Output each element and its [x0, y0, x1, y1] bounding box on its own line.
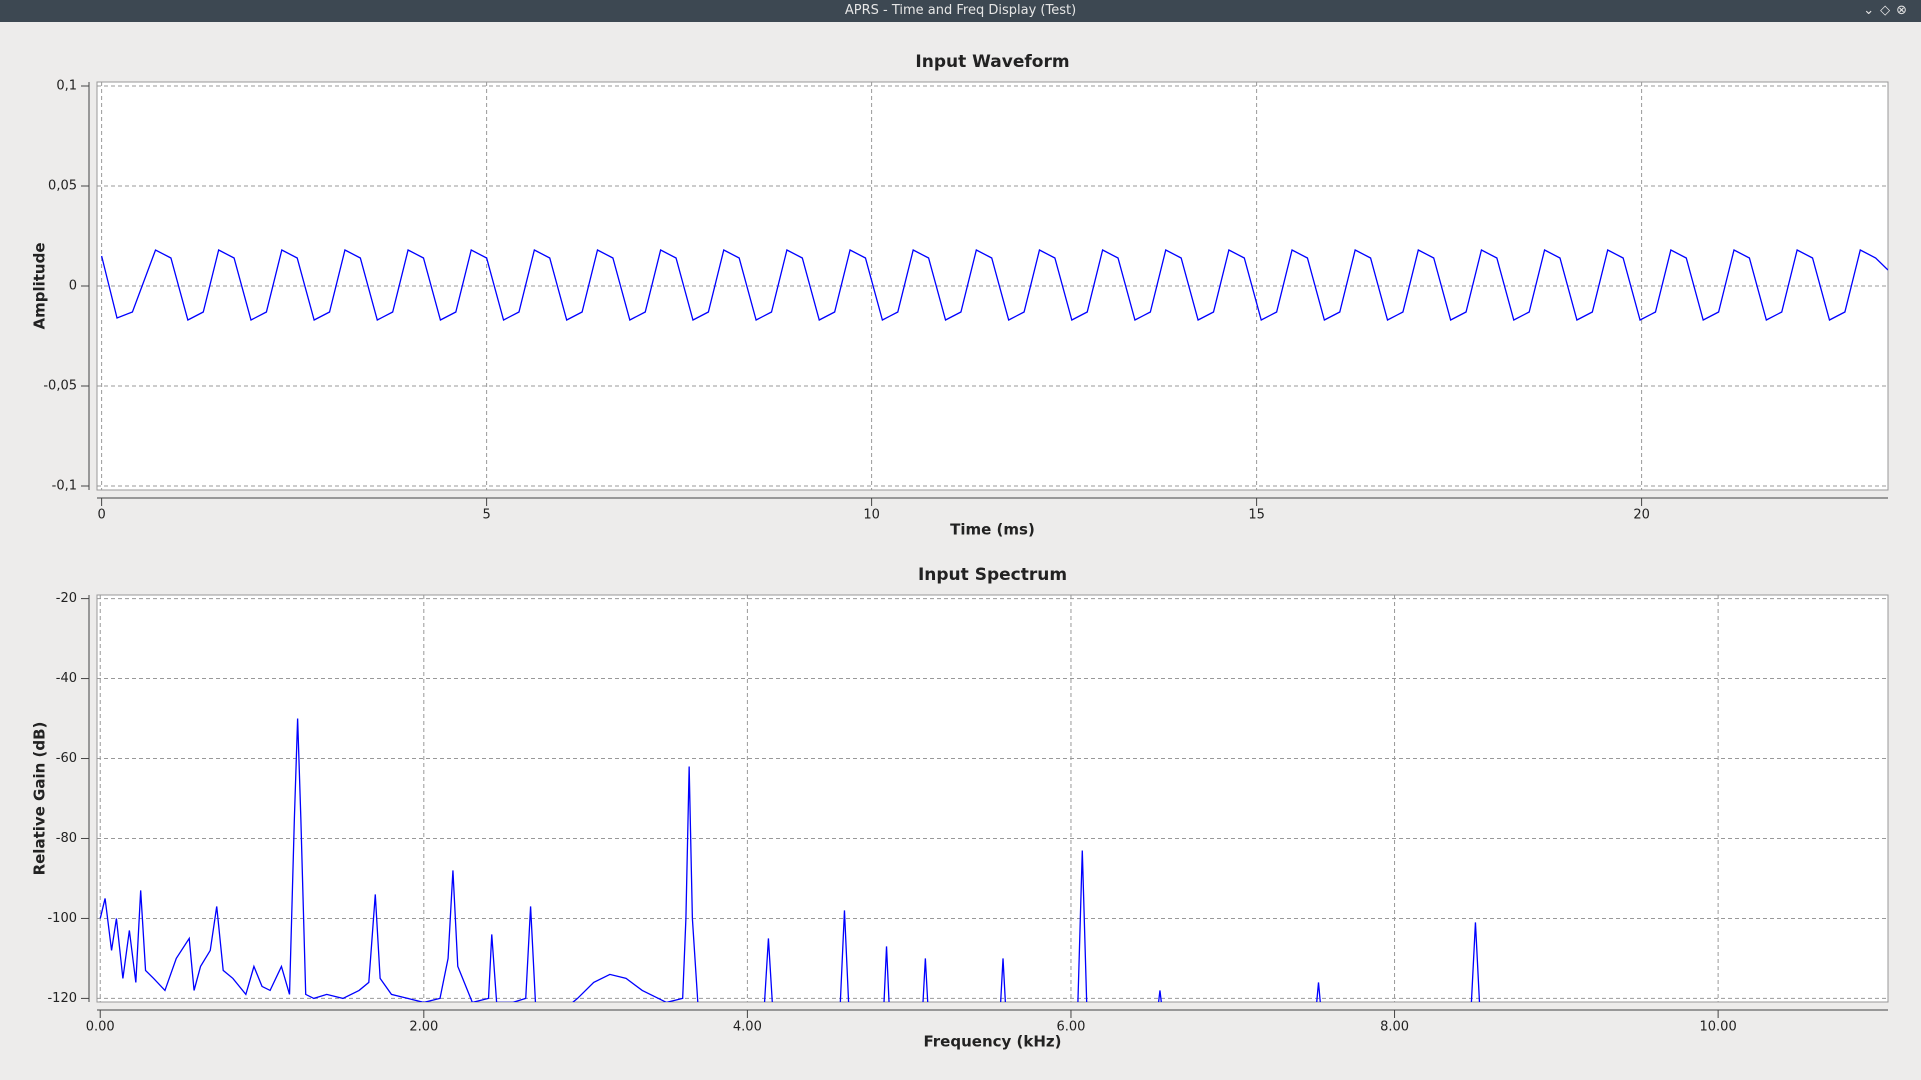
chart-title: Input Waveform	[915, 52, 1069, 72]
x-tick-label: 20	[1633, 508, 1650, 523]
x-axis-label: Time (ms)	[950, 521, 1035, 539]
charts: Input Waveform Time (ms) Amplitude 0 5 10 15 20…	[31, 52, 1889, 1051]
y-tick-label: -80	[56, 831, 77, 846]
y-tick-label: 0,05	[48, 179, 77, 194]
y-tick-label: -20	[56, 591, 77, 606]
y-tick-label: -100	[47, 911, 77, 926]
title-bar: APRS - Time and Freq Display (Test) ⌄◇⊗	[0, 0, 1921, 22]
x-tick-label: 6.00	[1056, 1020, 1085, 1035]
plot-area	[96, 594, 1889, 1003]
data-line	[100, 249, 1888, 321]
x-tick-label: 2.00	[409, 1020, 438, 1035]
y-tick-label: -0,05	[43, 379, 77, 394]
y-axis-label: Amplitude	[31, 242, 49, 329]
y-axis-label: Relative Gain (dB)	[31, 722, 49, 876]
y-tick-label: 0	[69, 279, 77, 294]
window-title: APRS - Time and Freq Display (Test)	[844, 3, 1077, 18]
window-controls[interactable]: ⌄◇⊗	[1863, 3, 1913, 18]
x-axis-label: Frequency (kHz)	[924, 1033, 1062, 1051]
y-tick-label: -40	[56, 671, 77, 686]
y-tick-label: 0,1	[56, 79, 77, 94]
chart-title: Input Spectrum	[918, 565, 1067, 585]
x-tick-label: 10	[863, 508, 880, 523]
y-tick-label: -60	[56, 751, 77, 766]
x-tick-label: 0	[97, 508, 105, 523]
x-tick-label: 5	[482, 508, 490, 523]
y-tick-label: -120	[47, 991, 77, 1006]
y-tick-label: -0,1	[52, 479, 77, 494]
x-tick-label: 8.00	[1380, 1020, 1409, 1035]
x-tick-label: 15	[1248, 508, 1265, 523]
x-tick-label: 0.00	[86, 1020, 115, 1035]
x-tick-label: 10.00	[1700, 1020, 1737, 1035]
data-line	[99, 718, 1481, 1002]
x-tick-label: 4.00	[733, 1020, 762, 1035]
